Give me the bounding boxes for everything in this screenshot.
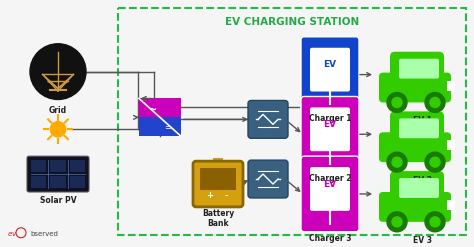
Ellipse shape [30,44,86,100]
FancyBboxPatch shape [399,178,439,198]
Text: EV: EV [323,60,337,69]
Circle shape [430,98,440,107]
Circle shape [387,152,407,172]
FancyBboxPatch shape [390,171,444,205]
Text: Solar PV: Solar PV [40,196,76,205]
Text: bserved: bserved [30,231,58,237]
FancyBboxPatch shape [379,73,451,103]
Circle shape [392,98,402,107]
FancyBboxPatch shape [248,101,288,138]
Text: Charger 1: Charger 1 [309,114,351,124]
FancyBboxPatch shape [379,132,451,162]
Text: ~: ~ [149,104,157,114]
Bar [139,117,181,136]
Text: -: - [224,190,228,200]
FancyBboxPatch shape [301,37,359,112]
Text: EV 2: EV 2 [413,176,432,185]
Circle shape [50,122,66,137]
Bar [50,176,66,188]
Bar [31,176,46,188]
FancyBboxPatch shape [248,160,288,198]
Text: +: + [207,191,213,200]
Bar [70,160,85,172]
Text: Charger 2: Charger 2 [309,174,351,183]
Circle shape [425,212,445,232]
FancyBboxPatch shape [200,168,236,190]
FancyBboxPatch shape [447,81,455,90]
FancyBboxPatch shape [301,97,359,172]
Circle shape [392,157,402,167]
Text: v: v [11,231,15,237]
Circle shape [425,93,445,112]
Circle shape [430,157,440,167]
Text: Battery
Bank: Battery Bank [202,209,234,228]
FancyBboxPatch shape [301,156,359,232]
Circle shape [425,152,445,172]
FancyBboxPatch shape [390,52,444,85]
Text: Grid: Grid [49,106,67,115]
Bar [213,158,223,164]
Circle shape [387,212,407,232]
Text: EV: EV [323,180,337,188]
Bar [50,160,66,172]
FancyBboxPatch shape [310,167,350,211]
Circle shape [387,93,407,112]
Bar [139,99,181,117]
Text: =: = [164,123,172,132]
Text: EV CHARGING STATION: EV CHARGING STATION [225,17,359,27]
Bar [31,160,46,172]
Text: EV: EV [323,120,337,129]
FancyBboxPatch shape [310,107,350,151]
FancyBboxPatch shape [310,48,350,92]
Bar [70,176,85,188]
Text: Charger 3: Charger 3 [309,234,351,243]
FancyBboxPatch shape [399,59,439,79]
Text: e: e [8,231,12,237]
FancyBboxPatch shape [193,161,243,207]
Circle shape [392,217,402,227]
FancyBboxPatch shape [447,140,455,150]
Text: EV 3: EV 3 [413,236,432,245]
Circle shape [430,217,440,227]
FancyBboxPatch shape [399,118,439,138]
FancyBboxPatch shape [447,200,455,210]
FancyBboxPatch shape [390,111,444,145]
FancyBboxPatch shape [379,192,451,222]
FancyBboxPatch shape [27,156,89,192]
Text: EV 1: EV 1 [413,116,432,125]
